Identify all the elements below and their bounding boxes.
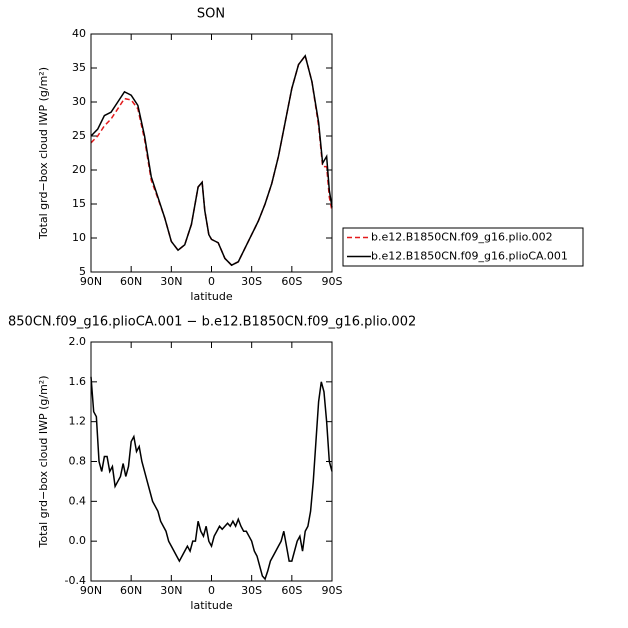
y-tick-label: 40: [72, 27, 86, 40]
y-tick-label: 1.2: [69, 415, 87, 428]
y-tick-label: 2.0: [69, 335, 87, 348]
x-tick-label: 60N: [120, 584, 142, 597]
y-tick-label: 25: [72, 129, 86, 142]
y-axis-label: Total grd−box cloud IWP (g/m²): [37, 375, 50, 548]
x-tick-label: 90S: [322, 275, 343, 288]
x-tick-label: 90N: [80, 584, 102, 597]
x-tick-label: 60S: [281, 275, 302, 288]
x-tick-label: 60S: [281, 584, 302, 597]
y-tick-label: 0.8: [69, 455, 87, 468]
x-tick-label: 30S: [241, 275, 262, 288]
data-line: [90, 54, 333, 267]
x-tick-label: 30S: [241, 584, 262, 597]
y-tick-label: 35: [72, 61, 86, 74]
y-tick-label: 15: [72, 197, 86, 210]
legend-label: b.e12.B1850CN.f09_g16.plio.002: [371, 231, 553, 244]
chart-title: SON: [197, 7, 225, 22]
x-tick-label: 90N: [80, 275, 102, 288]
x-tick-label: 30N: [160, 584, 182, 597]
x-tick-label: 90S: [322, 584, 343, 597]
x-tick-label: 60N: [120, 275, 142, 288]
plot-frame: [90, 33, 333, 273]
x-tick-label: 0: [208, 275, 215, 288]
y-tick-label: 30: [72, 95, 86, 108]
legend-box: [342, 227, 584, 267]
x-axis-label: latitude: [190, 599, 232, 612]
x-axis-label: latitude: [190, 290, 232, 303]
y-tick-label: 20: [72, 163, 86, 176]
y-axis-label: Total grd−box cloud IWP (g/m²): [37, 67, 50, 240]
chart-title: 850CN.f09_g16.plioCA.001 − b.e12.B1850CN…: [8, 315, 416, 330]
y-tick-label: 1.6: [69, 375, 87, 388]
x-tick-label: 0: [208, 584, 215, 597]
y-tick-label: 5: [79, 265, 86, 278]
y-tick-label: 0.4: [69, 494, 87, 507]
y-tick-label: 10: [72, 231, 86, 244]
data-line: [90, 376, 333, 581]
y-tick-label: -0.4: [65, 574, 86, 587]
plot-frame: [90, 341, 333, 582]
legend-label: b.e12.B1850CN.f09_g16.plioCA.001: [371, 250, 568, 263]
x-tick-label: 30N: [160, 275, 182, 288]
y-tick-label: 0.0: [69, 534, 87, 547]
data-line: [90, 54, 333, 267]
